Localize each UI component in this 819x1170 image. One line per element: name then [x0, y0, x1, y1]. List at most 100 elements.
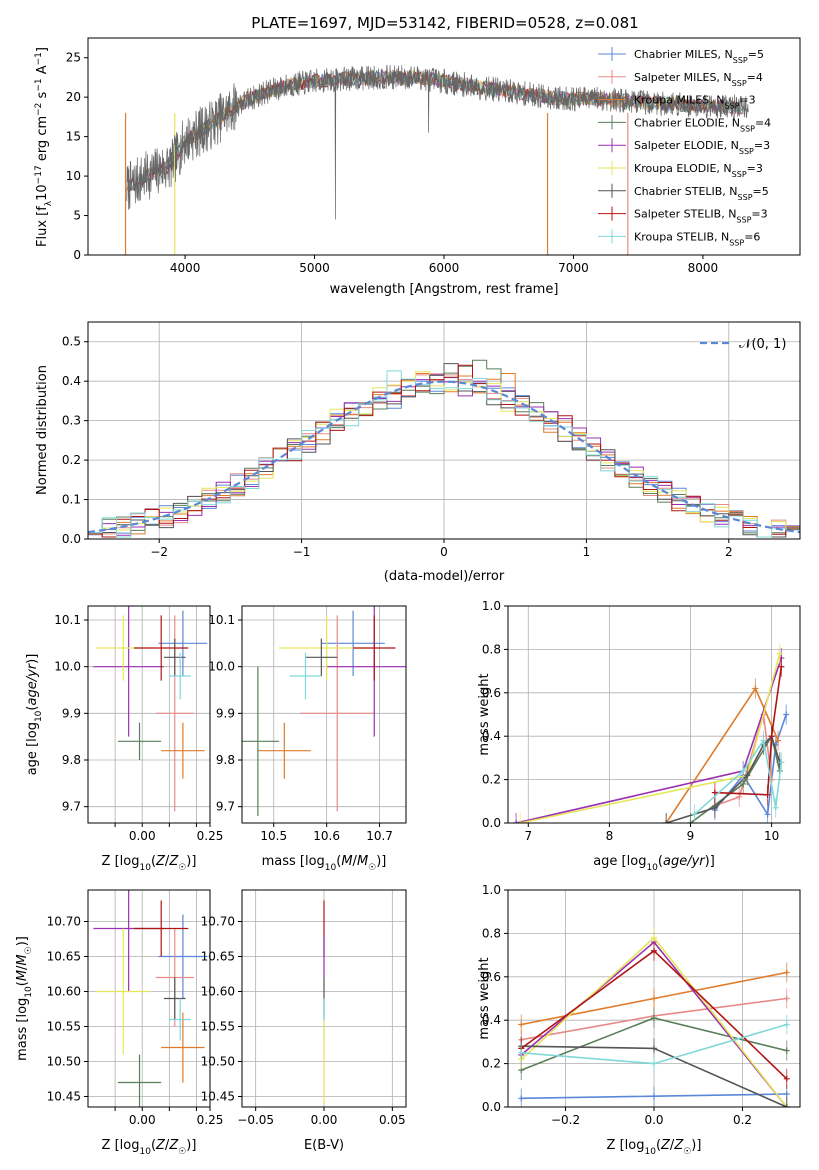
y-tick-label: 0.4: [482, 729, 501, 743]
series-line: [714, 714, 773, 807]
axes-frame: [87, 321, 801, 540]
x-tick-label: 10.5: [260, 829, 287, 843]
x-tick-label: −2: [150, 545, 168, 559]
x-axis-label: Z [log10(Z/Z☉)]: [102, 854, 197, 873]
axes-frame: [507, 605, 801, 824]
y-tick-label: 9.7: [62, 800, 81, 814]
y-tick-label: 10.1: [208, 613, 235, 627]
mass-weight-series: [711, 704, 775, 816]
series-line: [520, 653, 781, 823]
x-tick-label: 10: [764, 829, 779, 843]
legend-item: Chabrier STELIB, NSSP=5: [598, 183, 769, 201]
error-bar-point: [161, 1012, 205, 1083]
error-bar-point: [169, 998, 192, 1041]
residual-histogram-plot-area: [88, 359, 800, 538]
spectrum-chart: 4000 5000 6000 7000 8000 0 5 10 15 20 25 Chabrier M…: [34, 37, 801, 297]
series-line: [714, 666, 783, 796]
error-bar-point: [96, 928, 151, 1055]
legend-label: Kroupa STELIB, NSSP=6: [634, 230, 760, 247]
x-tick-label: 0: [440, 545, 448, 559]
mass-weight-series: [513, 648, 785, 823]
x-tick-label: 1: [583, 545, 591, 559]
z-vs-massweight-plot-area: [518, 927, 790, 1107]
y-tick-label: 0.5: [62, 335, 81, 349]
x-tick-label: 7: [524, 829, 532, 843]
x-tick-label: 0.05: [379, 1113, 406, 1127]
figure-title: PLATE=1697, MJD=53142, FIBERID=0528, z=0…: [251, 14, 638, 32]
series-line: [690, 734, 781, 823]
y-tick-label: 10.0: [208, 660, 235, 674]
legend-label: Kroupa ELODIE, NSSP=3: [634, 162, 763, 179]
y-tick-label: 10.65: [47, 950, 81, 964]
error-bar-point: [163, 638, 186, 676]
axes-frame: [241, 889, 407, 1108]
legend-item: Kroupa STELIB, NSSP=6: [598, 229, 760, 247]
y-tick-label: 0.0: [482, 816, 501, 830]
y-tick-label: 10: [66, 169, 81, 183]
mass-weight-series: [711, 656, 785, 805]
legend-item: Salpeter STELIB, NSSP=3: [598, 206, 768, 224]
y-tick-label: 10.50: [201, 1055, 235, 1069]
error-bar-point: [117, 1054, 162, 1107]
y-tick-label: 0.0: [482, 1100, 501, 1114]
axes-frame: [87, 605, 211, 824]
y-axis-label: mass weight: [477, 673, 492, 755]
y-tick-label: 1.0: [482, 883, 501, 897]
y-axis-label: age [log10(age/yr)]: [25, 654, 44, 776]
y-tick-label: 0.2: [482, 1057, 501, 1071]
legend-label: Chabrier ELODIE, NSSP=4: [634, 116, 771, 132]
x-tick-label: 8000: [688, 261, 719, 275]
x-axis-label: Z [log10(Z/Z☉)]: [102, 1138, 197, 1157]
y-tick-label: 10.65: [201, 950, 235, 964]
gaussian-curve: [88, 380, 800, 534]
y-tick-label: 5: [73, 209, 81, 223]
error-bar-point: [169, 652, 192, 700]
z-vs-massweight-chart: −0.2 0.0 0.2 0.0 0.2 0.4 0.6 0.8 1.0 Z [log10(Z/Z…: [477, 883, 801, 1157]
legend-item: Chabrier ELODIE, NSSP=4: [598, 115, 771, 133]
x-tick-label: −0.05: [237, 1113, 274, 1127]
y-tick-label: 10.45: [201, 1090, 235, 1104]
error-bar-point: [163, 977, 186, 1020]
y-tick-label: 0.2: [482, 773, 501, 787]
legend-item: Chabrier MILES, NSSP=5: [598, 47, 764, 65]
y-tick-label: 15: [66, 130, 81, 144]
y-tick-label: 0.4: [482, 1013, 501, 1027]
x-axis-label: mass [log10(M/M☉)]: [262, 854, 387, 873]
y-tick-label: 10.1: [54, 613, 81, 627]
x-axis-label: E(B-V): [304, 1138, 344, 1153]
x-tick-label: 9: [687, 829, 695, 843]
series-line: [515, 657, 783, 823]
x-tick-label: 2: [725, 545, 733, 559]
x-tick-label: 0.25: [197, 829, 224, 843]
x-tick-label: 0.2: [733, 1113, 752, 1127]
x-axis-label: Z [log10(Z/Z☉)]: [607, 1138, 702, 1157]
y-tick-label: 20: [66, 90, 81, 104]
legend-label: Salpeter MILES, NSSP=4: [634, 71, 763, 88]
error-bar-point: [93, 606, 164, 737]
mass-vs-age-chart: 10.5 10.6 10.7 9.7 9.8 9.9 10.0 10.1 mass [log10…: [208, 605, 407, 873]
error-bar-point: [134, 900, 189, 957]
y-tick-label: 0.4: [62, 374, 81, 388]
x-tick-label: 4000: [170, 261, 201, 275]
y-tick-label: 9.7: [216, 800, 235, 814]
y-axis-label: Flux [fλ10−17 erg cm−2 s−1 A−1]: [34, 47, 54, 247]
legend-item: Kroupa MILES, NSSP=3: [598, 92, 756, 110]
x-tick-label: −1: [293, 545, 311, 559]
error-bar-point: [289, 652, 322, 700]
legend-label: 𝒩(0, 1): [739, 337, 786, 352]
error-bar-point: [353, 615, 396, 681]
x-tick-label: 10.7: [366, 829, 393, 843]
histogram-series: [88, 359, 800, 538]
age-vs-massweight-chart: 7 8 9 10 0.0 0.2 0.4 0.6 0.8 1.0 age [log10(age/yr…: [477, 599, 801, 873]
mass-weight-series: [518, 1083, 790, 1107]
y-tick-label: 0.8: [482, 926, 501, 940]
x-tick-label: 7000: [558, 261, 589, 275]
mass-vs-age-grid: [242, 606, 406, 823]
axes-frame: [87, 889, 211, 1108]
y-tick-label: 10.55: [201, 1020, 235, 1034]
x-axis-label: (data-model)/error: [384, 569, 505, 584]
x-tick-label: 5000: [299, 261, 330, 275]
x-tick-label: 8: [606, 829, 614, 843]
